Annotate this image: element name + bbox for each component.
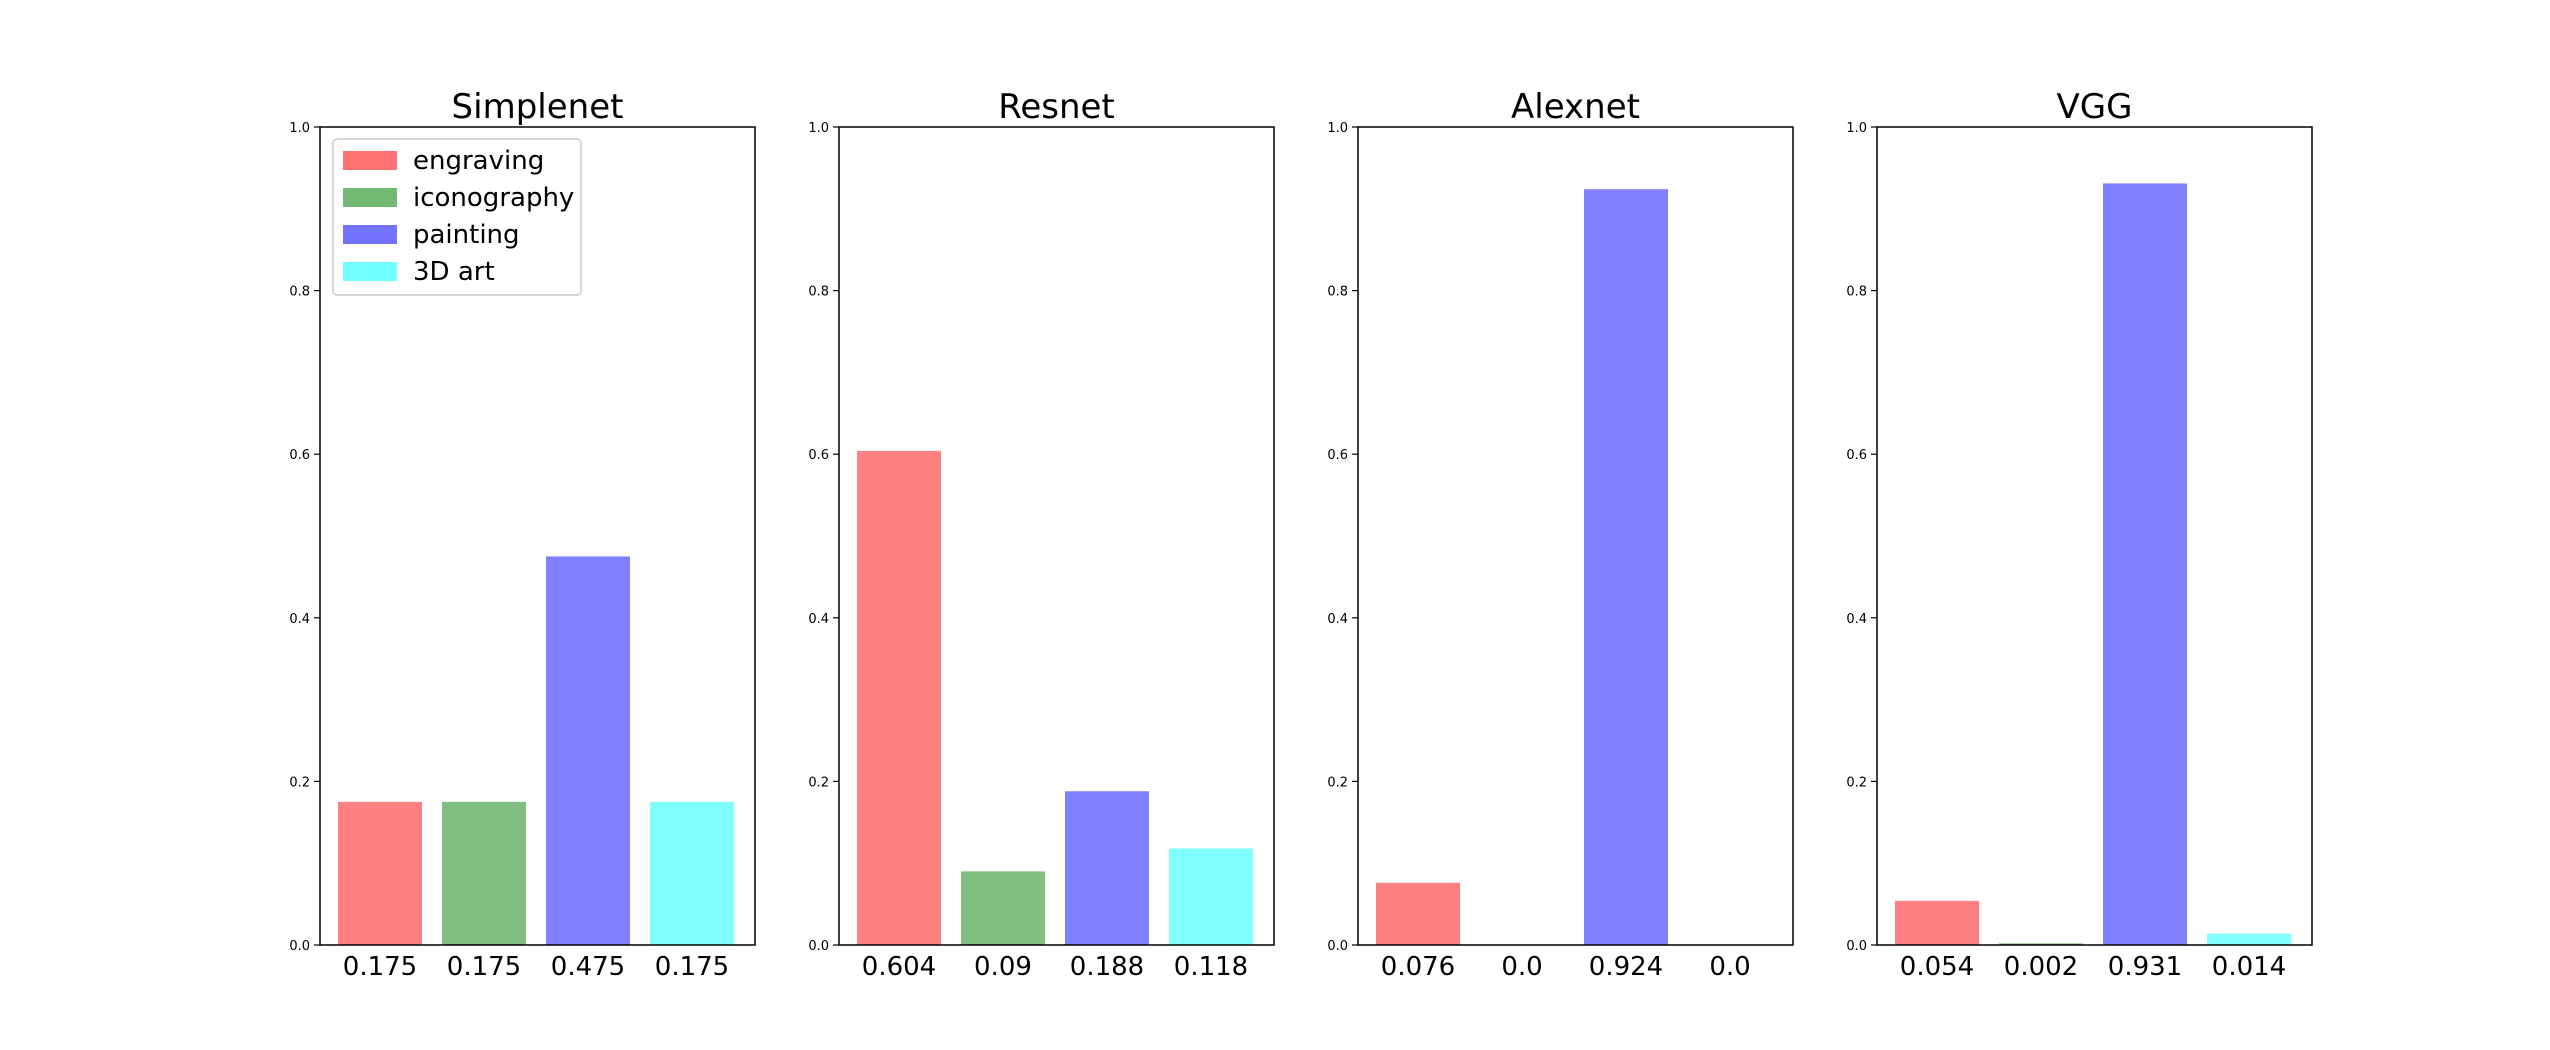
legend-label: painting — [413, 220, 520, 250]
bar — [1895, 900, 1979, 945]
subplot-1: Resnet 0.604 0.09 0.188 0.118 0.0 0.2 0.4 0.6 0.8… — [808, 87, 1275, 982]
y-tick-label: 0.0 — [1846, 939, 1867, 954]
bar — [1376, 882, 1460, 945]
x-tick-label: 0.014 — [2212, 952, 2286, 982]
y-tick-label: 1.0 — [289, 121, 310, 136]
bar — [546, 556, 630, 945]
y-tick-label: 0.6 — [289, 448, 310, 463]
legend-label: engraving — [413, 146, 544, 176]
y-tick-label: 0.8 — [808, 285, 829, 300]
y-tick-label: 0.8 — [289, 285, 310, 300]
y-tick-label: 0.6 — [808, 448, 829, 463]
x-tick-label: 0.002 — [2004, 952, 2078, 982]
x-tick-label: 0.09 — [974, 952, 1032, 982]
y-tick-label: 0.0 — [289, 939, 310, 954]
y-tick-label: 0.6 — [1327, 448, 1348, 463]
bar — [961, 871, 1045, 945]
x-tick-label: 0.118 — [1174, 952, 1248, 982]
x-tick-label: 0.054 — [1900, 952, 1974, 982]
bar — [1065, 791, 1149, 945]
x-tick-label: 0.475 — [551, 952, 625, 982]
bar — [1584, 189, 1668, 946]
y-tick-label: 0.4 — [808, 612, 829, 627]
y-tick-label: 0.0 — [1327, 939, 1348, 954]
axes-frame — [1876, 126, 2313, 946]
legend: engraving iconography painting 3D art — [332, 138, 582, 296]
legend-swatch — [343, 151, 397, 170]
legend-label: iconography — [413, 183, 574, 213]
x-tick-label: 0.931 — [2108, 952, 2182, 982]
bar — [2103, 183, 2187, 945]
y-tick-label: 0.4 — [1846, 612, 1867, 627]
bar — [1999, 943, 2083, 945]
subplot-title: Resnet — [998, 87, 1115, 127]
subplot-3: VGG 0.054 0.002 0.931 0.014 0.0 0.2 0.4 0.6 0.8 1.… — [1846, 87, 2313, 982]
x-tick-label: 0.0 — [1709, 952, 1750, 982]
y-tick-label: 1.0 — [1846, 121, 1867, 136]
y-tick-label: 0.2 — [289, 775, 310, 790]
x-tick-label: 0.0 — [1501, 952, 1542, 982]
legend-label: 3D art — [413, 257, 495, 287]
y-tick-label: 0.2 — [1846, 775, 1867, 790]
y-tick-label: 0.2 — [1327, 775, 1348, 790]
x-tick-label: 0.604 — [862, 952, 936, 982]
subplot-title: VGG — [2057, 87, 2133, 127]
y-tick-label: 0.6 — [1846, 448, 1867, 463]
bar — [650, 801, 734, 945]
x-tick-label: 0.924 — [1589, 952, 1663, 982]
x-tick-label: 0.076 — [1381, 952, 1455, 982]
subplot-title: Alexnet — [1511, 87, 1640, 127]
subplot-2: Alexnet 0.076 0.0 0.924 0.0 0.0 0.2 0.4 0.6 0.8 1.… — [1327, 87, 1794, 982]
y-tick-label: 1.0 — [1327, 121, 1348, 136]
x-tick-label: 0.175 — [343, 952, 417, 982]
y-tick-label: 0.8 — [1846, 285, 1867, 300]
axes-frame — [1357, 126, 1794, 946]
y-tick-label: 0.8 — [1327, 285, 1348, 300]
legend-swatch — [343, 188, 397, 207]
y-tick-label: 0.0 — [808, 939, 829, 954]
axes-frame — [838, 126, 1275, 946]
bar — [442, 801, 526, 945]
bar — [857, 450, 941, 945]
x-tick-label: 0.175 — [655, 952, 729, 982]
bar — [338, 801, 422, 945]
axes-frame — [319, 126, 756, 946]
subplot-0: Simplenet 0.175 0.175 0.475 0.175 0.0 0.2 0.4 0.… — [289, 87, 756, 982]
y-tick-label: 0.4 — [289, 612, 310, 627]
y-tick-label: 0.2 — [808, 775, 829, 790]
x-tick-label: 0.175 — [447, 952, 521, 982]
y-tick-label: 1.0 — [808, 121, 829, 136]
bar — [2207, 933, 2291, 945]
subplot-title: Simplenet — [452, 87, 624, 127]
bar — [1169, 848, 1253, 945]
x-tick-label: 0.188 — [1070, 952, 1144, 982]
legend-box — [332, 138, 582, 296]
legend-swatch — [343, 225, 397, 244]
legend-swatch — [343, 262, 397, 281]
y-tick-label: 0.4 — [1327, 612, 1348, 627]
